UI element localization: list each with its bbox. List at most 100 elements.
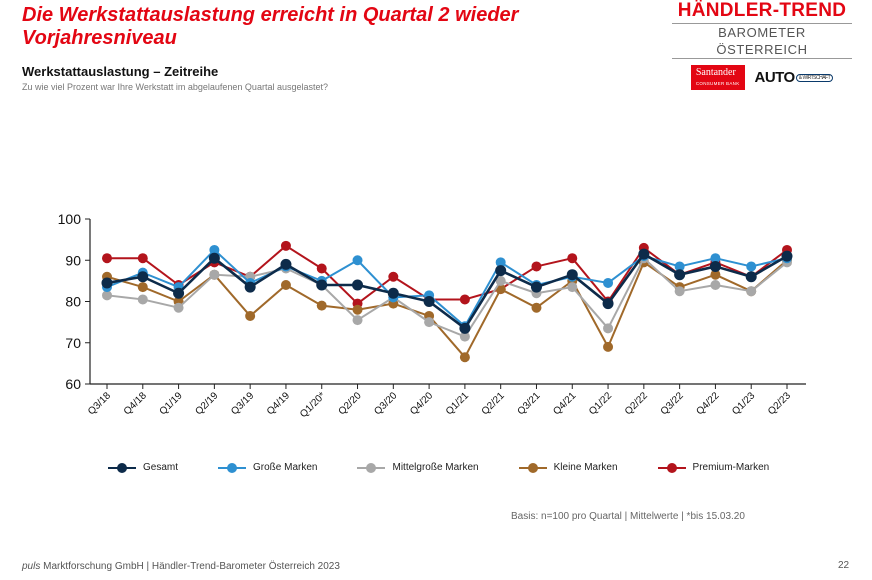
y-tick-label: 100 — [58, 211, 82, 227]
x-tick-label: Q4/22 — [694, 390, 721, 417]
data-point-mittelgroße-marken — [746, 286, 757, 297]
chart-legend: Gesamt Große Marken Mittelgroße Marken Klei… — [108, 462, 769, 473]
data-point-große-marken — [495, 257, 506, 268]
data-point-premium-marken — [388, 271, 399, 282]
x-tick-label: Q1/23 — [730, 390, 757, 417]
legend-swatch — [357, 462, 386, 473]
x-tick-label: Q2/23 — [766, 390, 793, 417]
data-point-premium-marken — [459, 294, 470, 305]
data-point-kleine-marken — [495, 284, 506, 295]
data-point-mittelgroße-marken — [424, 317, 435, 328]
legend-label: Mittelgroße Marken — [392, 462, 479, 473]
x-tick-label: Q3/19 — [229, 390, 256, 417]
legend-swatch-dot — [527, 462, 538, 473]
data-point-mittelgroße-marken — [137, 294, 148, 305]
legend-swatch-dot — [117, 462, 127, 473]
data-point-gesamt — [173, 287, 185, 299]
data-point-große-marken — [710, 253, 721, 264]
data-point-gesamt — [352, 279, 364, 291]
data-point-mittelgroße-marken — [567, 282, 578, 293]
legend-item: Große Marken — [218, 462, 317, 473]
data-point-gesamt — [495, 265, 507, 277]
survey-question: Zu wie viel Prozent war Ihre Werkstatt i… — [22, 82, 328, 92]
data-point-gesamt — [423, 296, 435, 307]
data-point-mittelgroße-marken — [674, 286, 685, 297]
data-point-premium-marken — [280, 240, 291, 251]
data-point-kleine-marken — [352, 304, 363, 315]
legend-swatch — [657, 462, 686, 473]
data-point-gesamt — [316, 279, 328, 291]
chart-subtitle: Werkstattauslastung – Zeitreihe — [22, 64, 219, 79]
x-tick-label: Q1/20* — [298, 390, 328, 420]
y-tick-label: 90 — [65, 252, 81, 268]
basis-note: Basis: n=100 pro Quartal | Mittelwerte |… — [511, 511, 745, 522]
data-point-gesamt — [530, 281, 542, 293]
x-tick-label: Q1/22 — [587, 390, 614, 417]
data-point-premium-marken — [137, 253, 148, 264]
data-point-premium-marken — [531, 261, 542, 272]
data-point-mittelgroße-marken — [102, 290, 112, 301]
headline: Die Werkstattauslastung erreicht in Quar… — [22, 4, 519, 49]
x-tick-label: Q4/20 — [408, 390, 435, 417]
auto-label: AUTO — [754, 69, 796, 86]
data-point-gesamt — [101, 277, 113, 289]
series-line-mittelgroße-marken — [106, 257, 788, 338]
data-point-premium-marken — [316, 263, 327, 274]
x-tick-label: Q3/20 — [372, 390, 399, 417]
legend-item: Kleine Marken — [518, 462, 618, 473]
x-tick-label: Q2/21 — [480, 390, 507, 417]
santander-logo: Santander CONSUMER BANK — [690, 65, 745, 90]
data-point-premium-marken — [102, 253, 112, 264]
x-tick-label: Q4/21 — [551, 390, 578, 417]
legend-swatch — [218, 462, 247, 473]
legend-label: Gesamt — [143, 462, 179, 473]
legend-label: Große Marken — [253, 462, 318, 473]
x-tick-label: Q2/20 — [337, 390, 364, 417]
legend-swatch-dot — [227, 462, 238, 473]
x-tick-label: Q4/18 — [122, 390, 149, 417]
series-line-große-marken — [106, 248, 788, 328]
data-point-gesamt — [638, 248, 650, 260]
data-point-große-marken — [603, 277, 614, 288]
data-point-gesamt — [137, 271, 149, 283]
legend-item: Premium-Marken — [657, 462, 770, 473]
data-point-große-marken — [352, 255, 363, 266]
page-number: 22 — [838, 560, 850, 571]
y-tick-label: 70 — [65, 335, 81, 351]
x-tick-label: Q1/19 — [158, 390, 185, 417]
auto-sublabel: & WIRTSCHAFT — [795, 74, 834, 83]
legend-label: Premium-Marken — [692, 462, 770, 473]
data-point-mittelgroße-marken — [710, 280, 721, 290]
data-point-gesamt — [208, 252, 220, 264]
x-tick-label: Q2/19 — [193, 390, 220, 417]
data-point-kleine-marken — [280, 280, 291, 290]
data-point-kleine-marken — [245, 310, 256, 321]
x-tick-label: Q2/22 — [623, 390, 650, 417]
data-point-gesamt — [602, 298, 614, 310]
brand-logo: HÄNDLER-TREND BAROMETER ÖSTERREICH Santa… — [672, 0, 852, 90]
legend-swatch — [108, 462, 136, 473]
y-tick-label: 60 — [65, 376, 81, 392]
footer-text: Marktforschung GmbH | Händler-Trend-Baro… — [43, 561, 340, 572]
data-point-gesamt — [709, 260, 721, 272]
data-point-kleine-marken — [603, 341, 614, 352]
data-point-gesamt — [674, 269, 686, 281]
footer-brand: puls — [22, 561, 41, 572]
line-chart: 60 70 80 90 100 Q3/18 Q4/18 Q1/19 Q2/19 Q3/19 Q4/1… — [58, 211, 806, 420]
legend-swatch-dot — [666, 462, 677, 473]
legend-swatch — [518, 462, 547, 473]
data-point-mittelgroße-marken — [209, 269, 220, 280]
logo-title: HÄNDLER-TREND — [677, 0, 847, 21]
data-point-mittelgroße-marken — [495, 275, 506, 286]
data-point-große-marken — [209, 244, 220, 255]
legend-item: Gesamt — [108, 462, 178, 473]
x-tick-label: Q3/22 — [659, 390, 686, 417]
legend-label: Kleine Marken — [553, 462, 618, 473]
santander-label: Santander — [695, 67, 736, 78]
data-point-gesamt — [244, 281, 256, 293]
data-point-kleine-marken — [137, 282, 148, 293]
data-point-gesamt — [280, 258, 292, 270]
data-point-gesamt — [566, 269, 578, 281]
data-point-mittelgroße-marken — [352, 315, 363, 326]
footer-source: puls Marktforschung GmbH | Händler-Trend… — [22, 561, 340, 572]
